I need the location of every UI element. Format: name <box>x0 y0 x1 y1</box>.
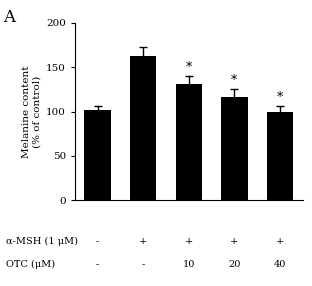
Text: *: * <box>277 91 283 104</box>
Text: *: * <box>186 61 192 74</box>
Text: OTC (μM): OTC (μM) <box>6 260 55 269</box>
Text: A: A <box>3 9 15 25</box>
Text: 40: 40 <box>274 260 286 269</box>
Y-axis label: Melanine content
(% of control): Melanine content (% of control) <box>22 65 42 158</box>
Text: α-MSH (1 μM): α-MSH (1 μM) <box>6 237 78 246</box>
Text: *: * <box>231 74 237 87</box>
Text: 10: 10 <box>183 260 195 269</box>
Text: 20: 20 <box>228 260 241 269</box>
Text: +: + <box>185 237 193 246</box>
Text: -: - <box>96 260 99 269</box>
Text: +: + <box>139 237 147 246</box>
Bar <box>221 97 247 200</box>
Bar <box>85 110 111 200</box>
Bar <box>267 112 293 200</box>
Text: -: - <box>142 260 145 269</box>
Text: +: + <box>276 237 284 246</box>
Bar <box>130 56 156 200</box>
Bar <box>176 84 202 200</box>
Text: -: - <box>96 237 99 246</box>
Text: +: + <box>230 237 238 246</box>
